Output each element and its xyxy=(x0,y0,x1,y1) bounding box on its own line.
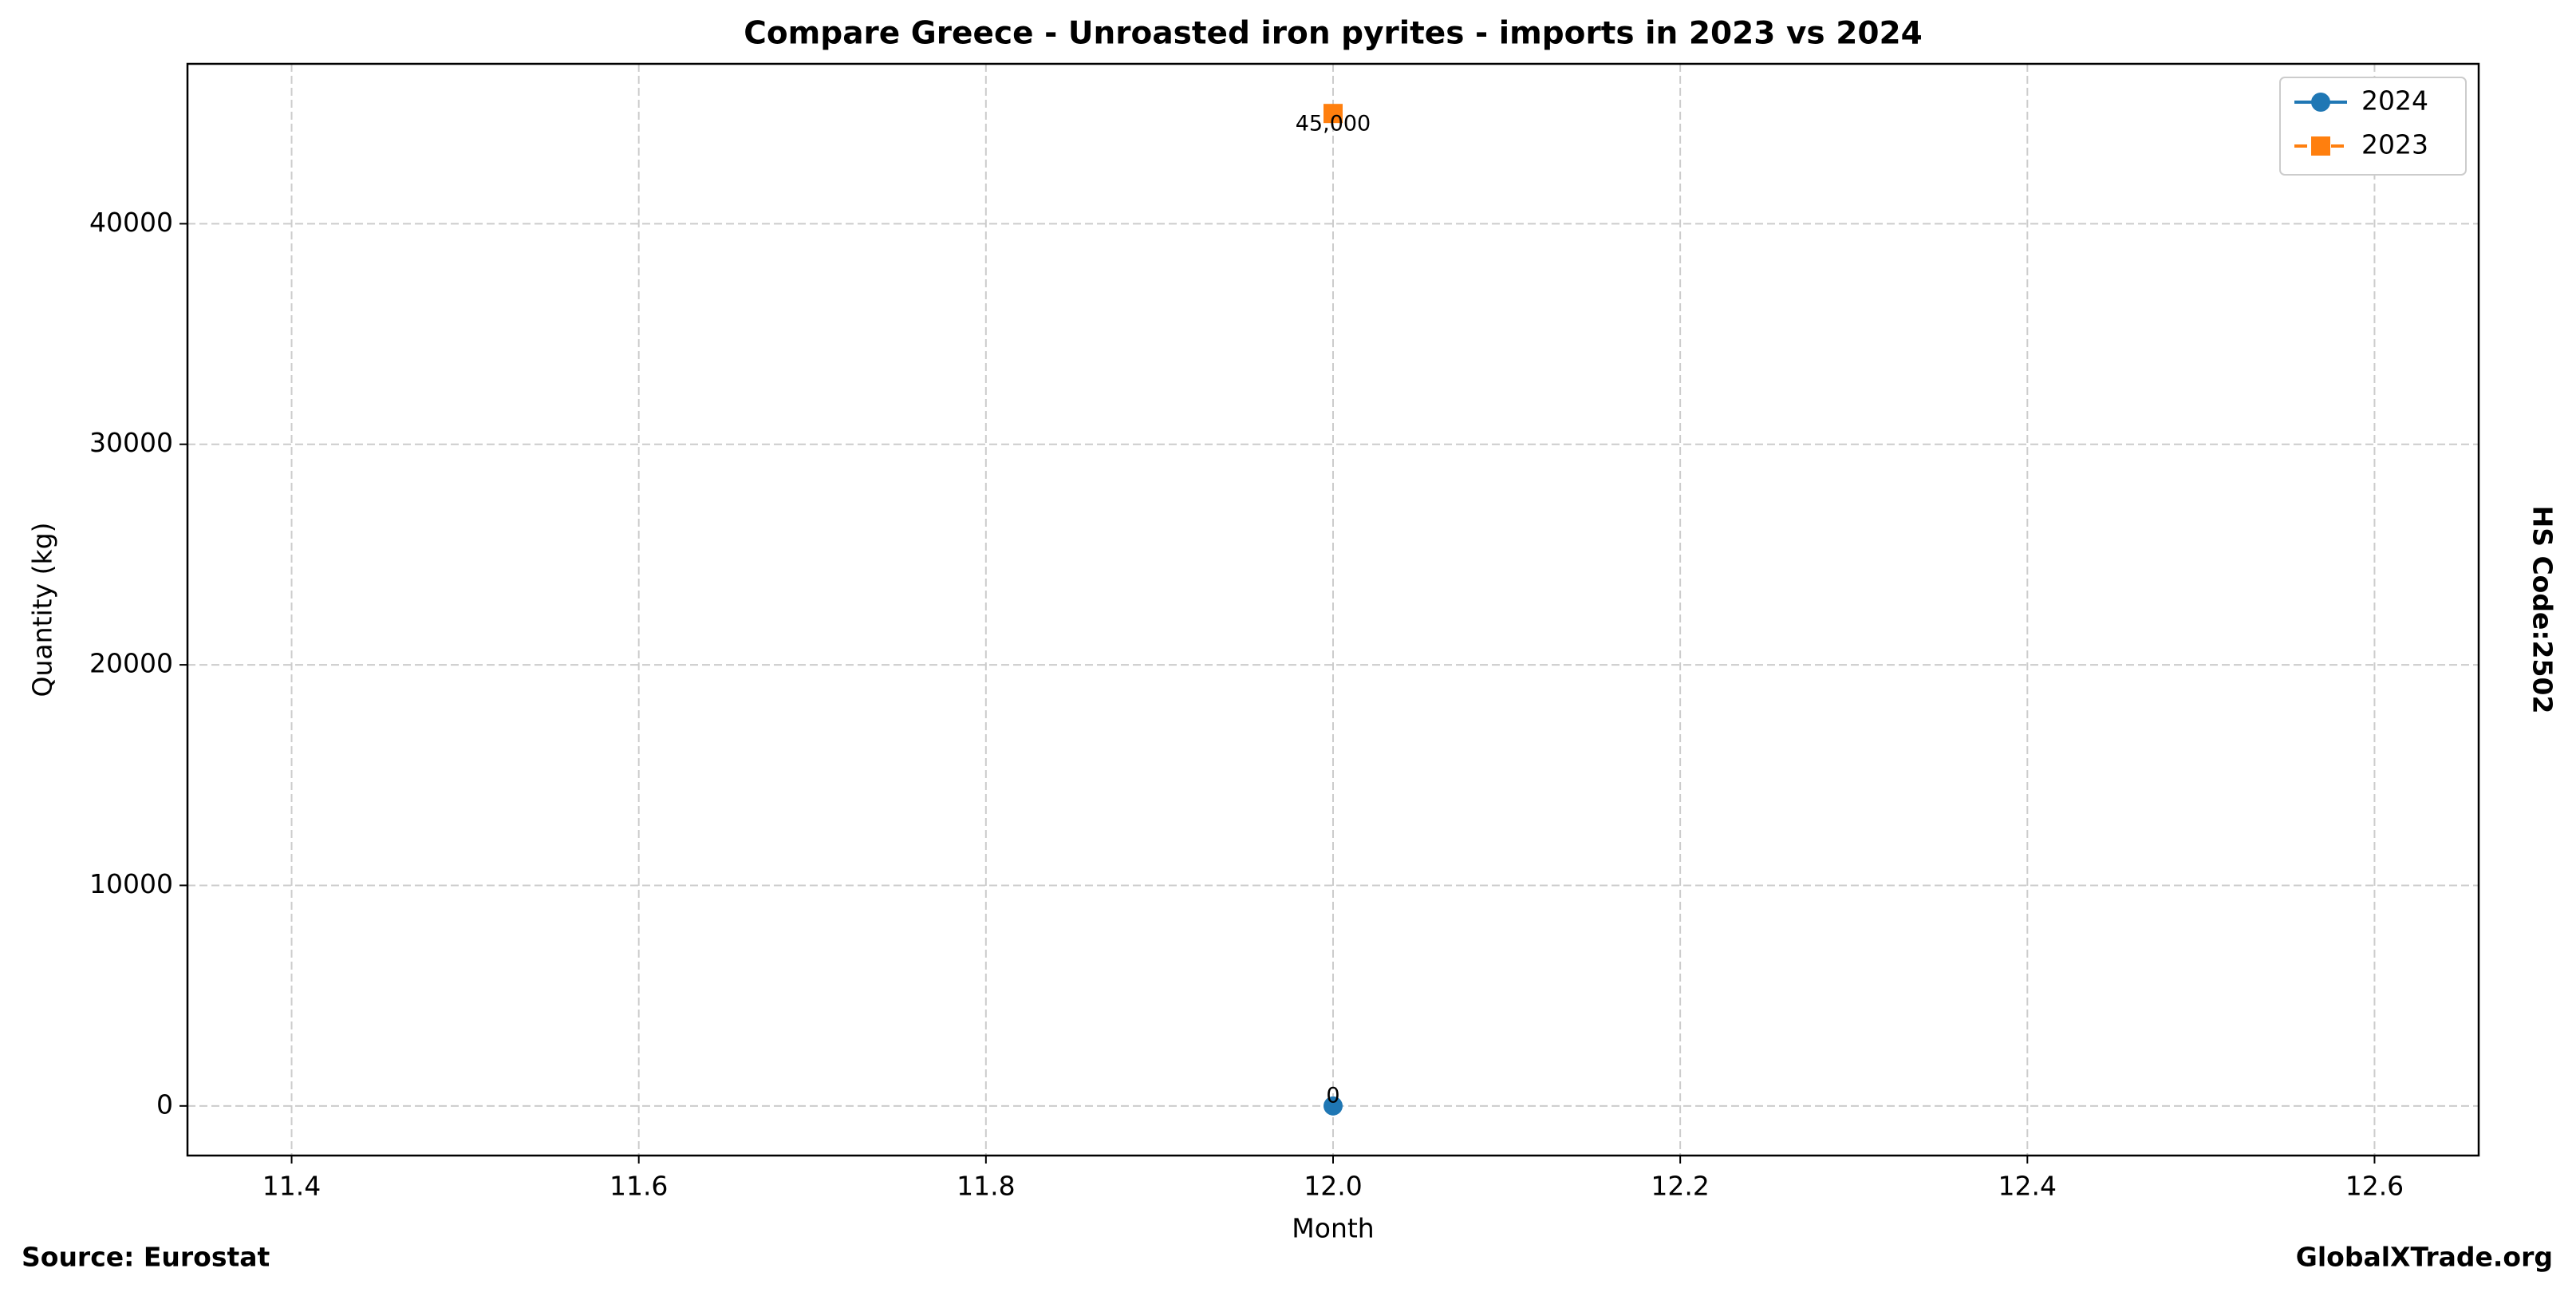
x-tick-label: 12.0 xyxy=(1304,1171,1362,1202)
brand-note: GlobalXTrade.org xyxy=(2296,1242,2553,1273)
data-point xyxy=(1324,104,1343,124)
plot-frame xyxy=(186,62,2480,1157)
y-axis-label: Quantity (kg) xyxy=(27,523,58,697)
x-tick-label: 12.6 xyxy=(2345,1171,2404,1202)
y-tick-label: 20000 xyxy=(89,648,173,679)
data-point xyxy=(1324,1096,1343,1116)
legend-label: 2023 xyxy=(2361,129,2428,160)
x-tick-label: 11.6 xyxy=(609,1171,668,1202)
x-tick-label: 12.4 xyxy=(1998,1171,2057,1202)
x-tick-label: 11.8 xyxy=(957,1171,1015,1202)
legend-label: 2024 xyxy=(2361,85,2428,117)
x-axis-label: Month xyxy=(1292,1213,1374,1244)
legend-marker xyxy=(2311,136,2330,156)
x-tick-label: 12.2 xyxy=(1651,1171,1709,1202)
legend-marker xyxy=(2311,93,2330,112)
x-tick-label: 11.4 xyxy=(262,1171,321,1202)
y-tick-label: 30000 xyxy=(89,427,173,458)
chart-title: Compare Greece - Unroasted iron pyrites … xyxy=(744,16,1923,52)
data-label: 45,000 xyxy=(1296,112,1371,136)
y-tick-label: 10000 xyxy=(89,868,173,899)
y-tick-label: 40000 xyxy=(89,207,173,238)
y-tick-label: 0 xyxy=(156,1089,173,1120)
side-note: HS Code:2502 xyxy=(2527,506,2558,714)
source-note: Source: Eurostat xyxy=(22,1242,270,1273)
data-label: 0 xyxy=(1326,1083,1339,1108)
